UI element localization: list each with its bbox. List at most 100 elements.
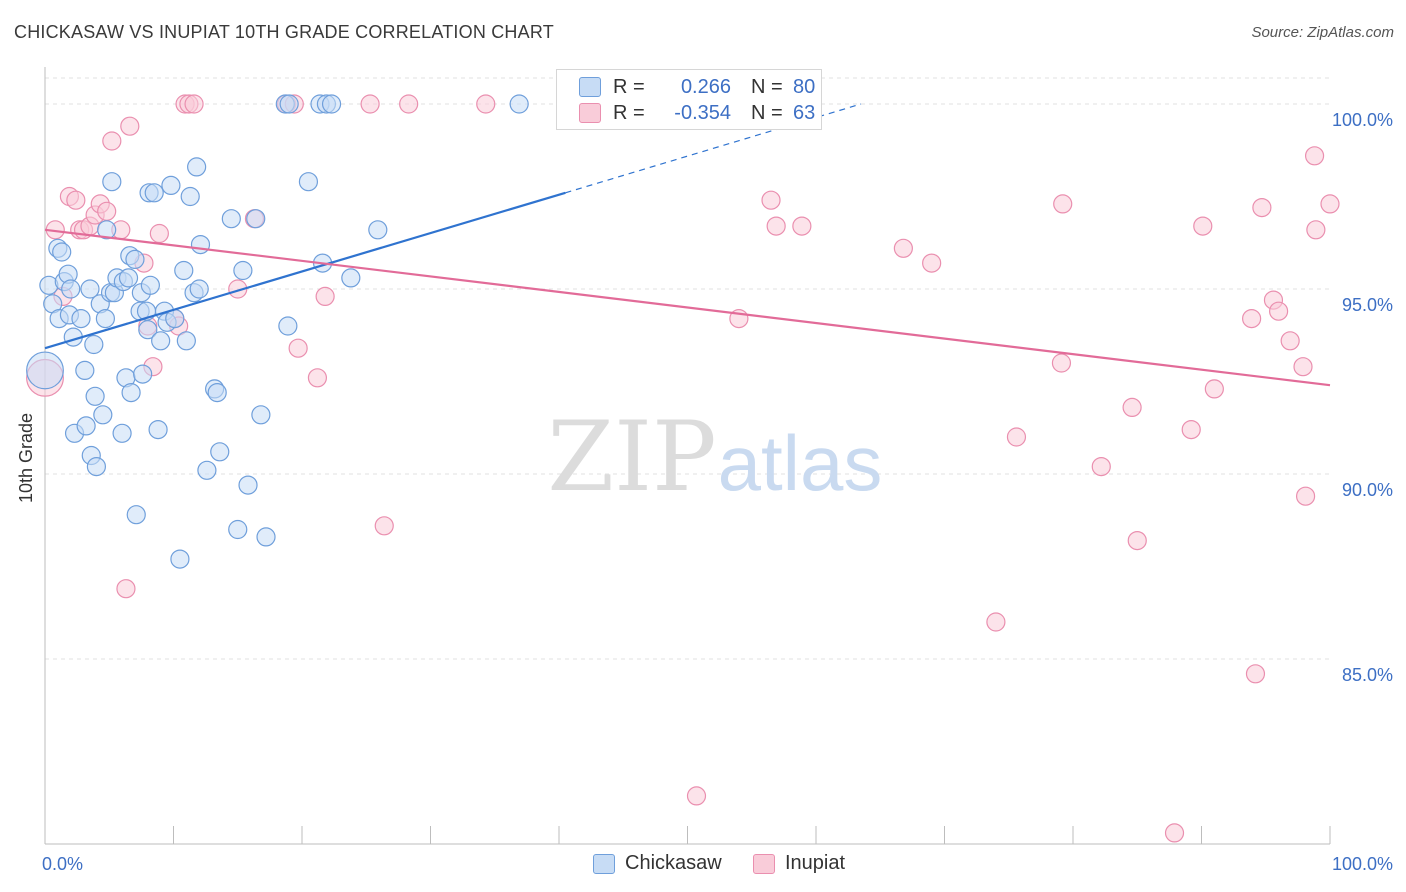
- chickasaw-point: [75, 360, 95, 380]
- chickasaw-point: [26, 351, 64, 390]
- legend-label: Chickasaw: [625, 852, 722, 874]
- inupiat-point: [476, 94, 496, 114]
- chickasaw-point: [210, 442, 230, 462]
- correlation-legend: R = 0.266 N = 80 R = -0.354 N = 63: [556, 69, 822, 130]
- chart-title: CHICKASAW VS INUPIAT 10TH GRADE CORRELAT…: [14, 22, 554, 42]
- inupiat-point: [399, 94, 419, 114]
- inupiat-point: [986, 612, 1006, 632]
- chickasaw-point: [97, 220, 117, 240]
- chickasaw-point: [93, 405, 113, 425]
- inupiat-point: [1242, 309, 1262, 329]
- r-label: R =: [613, 75, 645, 98]
- chickasaw-trend-line: [44, 191, 566, 350]
- chickasaw-points: [26, 94, 529, 569]
- legend-row-chickasaw: R = 0.266 N = 80: [579, 75, 815, 99]
- legend-label: Inupiat: [785, 852, 846, 874]
- inupiat-point: [184, 94, 204, 114]
- inupiat-point: [1051, 353, 1072, 373]
- r-label: R =: [613, 101, 645, 124]
- inupiat-point: [1306, 220, 1326, 240]
- watermark: ZIP atlas: [547, 401, 882, 513]
- trend-lines: [44, 103, 1331, 387]
- chickasaw-point: [138, 320, 158, 340]
- inupiat-point: [922, 253, 942, 273]
- chickasaw-point: [251, 405, 271, 425]
- chickasaw-point: [279, 94, 299, 114]
- inupiat-point: [120, 116, 140, 136]
- chickasaw-point: [233, 260, 253, 281]
- inupiat-point: [1127, 530, 1147, 551]
- chickasaw-point: [112, 423, 132, 443]
- y-tick-label: 100.0%: [1332, 110, 1393, 130]
- inupiat-point: [766, 216, 786, 236]
- chickasaw-point: [61, 279, 81, 299]
- chickasaw-point: [170, 549, 190, 569]
- chickasaw-point: [84, 334, 104, 355]
- chickasaw-point: [85, 386, 105, 406]
- chickasaw-point: [197, 460, 217, 480]
- y-tick-label: 90.0%: [1342, 480, 1393, 500]
- inupiat-point: [686, 786, 707, 806]
- chickasaw-point: [118, 268, 139, 288]
- chickasaw-swatch: [579, 77, 601, 97]
- inupiat-point: [1280, 331, 1300, 351]
- inupiat-point: [1193, 216, 1213, 236]
- chickasaw-point: [71, 309, 91, 329]
- inupiat-point: [1295, 486, 1316, 506]
- chickasaw-point: [298, 172, 319, 192]
- inupiat-point: [66, 190, 86, 210]
- inupiat-point: [1122, 397, 1142, 417]
- y-axis-label: 10th Grade: [16, 413, 36, 503]
- chickasaw-point: [190, 235, 211, 255]
- inupiat-point: [374, 516, 394, 536]
- chickasaw-point: [140, 275, 160, 295]
- inupiat-point: [307, 368, 328, 388]
- inupiat-point: [1204, 379, 1224, 399]
- n-label: N =: [751, 75, 783, 98]
- chickasaw-point: [52, 242, 72, 262]
- chickasaw-point: [148, 420, 168, 440]
- chickasaw-point: [321, 94, 342, 114]
- chickasaw-point: [174, 260, 194, 281]
- inupiat-point: [1006, 427, 1027, 447]
- watermark-zip: ZIP: [547, 401, 716, 513]
- chickasaw-point: [221, 209, 241, 229]
- y-tick-label: 85.0%: [1342, 665, 1393, 685]
- x-tick-label: 100.0%: [1332, 854, 1393, 874]
- inupiat-point: [315, 286, 335, 306]
- chickasaw-point: [76, 416, 96, 436]
- inupiat-point: [1293, 357, 1313, 377]
- inupiat-point: [288, 338, 308, 358]
- chickasaw-point: [161, 175, 181, 195]
- chickasaw-point: [121, 383, 141, 403]
- inupiat-point: [1164, 823, 1185, 843]
- inupiat-point: [1091, 457, 1111, 477]
- inupiat-point: [761, 190, 781, 210]
- chickasaw-point: [238, 475, 258, 495]
- inupiat-point: [1320, 194, 1340, 214]
- chickasaw-point: [102, 172, 122, 192]
- series-legend: Chickasaw Inupiat: [0, 852, 1406, 878]
- chickasaw-point: [125, 249, 145, 269]
- chickasaw-point: [341, 268, 361, 288]
- watermark-atlas: atlas: [718, 419, 883, 507]
- chickasaw-point: [151, 331, 171, 351]
- chickasaw-point: [133, 364, 153, 384]
- chickasaw-point: [176, 331, 196, 351]
- r-value: 0.266: [680, 75, 731, 98]
- inupiat-point: [893, 238, 913, 258]
- legend-row-inupiat: R = -0.354 N = 63: [579, 101, 815, 125]
- chickasaw-point: [278, 316, 298, 336]
- inupiat-swatch: [579, 103, 601, 123]
- inupiat-point: [1053, 194, 1073, 214]
- chickasaw-point: [187, 157, 207, 177]
- legend-item-chickasaw[interactable]: Chickasaw: [593, 852, 722, 875]
- chickasaw-point: [189, 279, 209, 299]
- inupiat-trend-line: [44, 228, 1331, 387]
- legend-item-inupiat[interactable]: Inupiat: [753, 852, 845, 875]
- n-value: 63: [793, 101, 816, 124]
- chickasaw-point: [246, 209, 266, 229]
- chickasaw-point: [95, 309, 115, 329]
- axis-layer: 100.0% 95.0% 90.0% 85.0% 0.0% 100.0%: [42, 67, 1393, 874]
